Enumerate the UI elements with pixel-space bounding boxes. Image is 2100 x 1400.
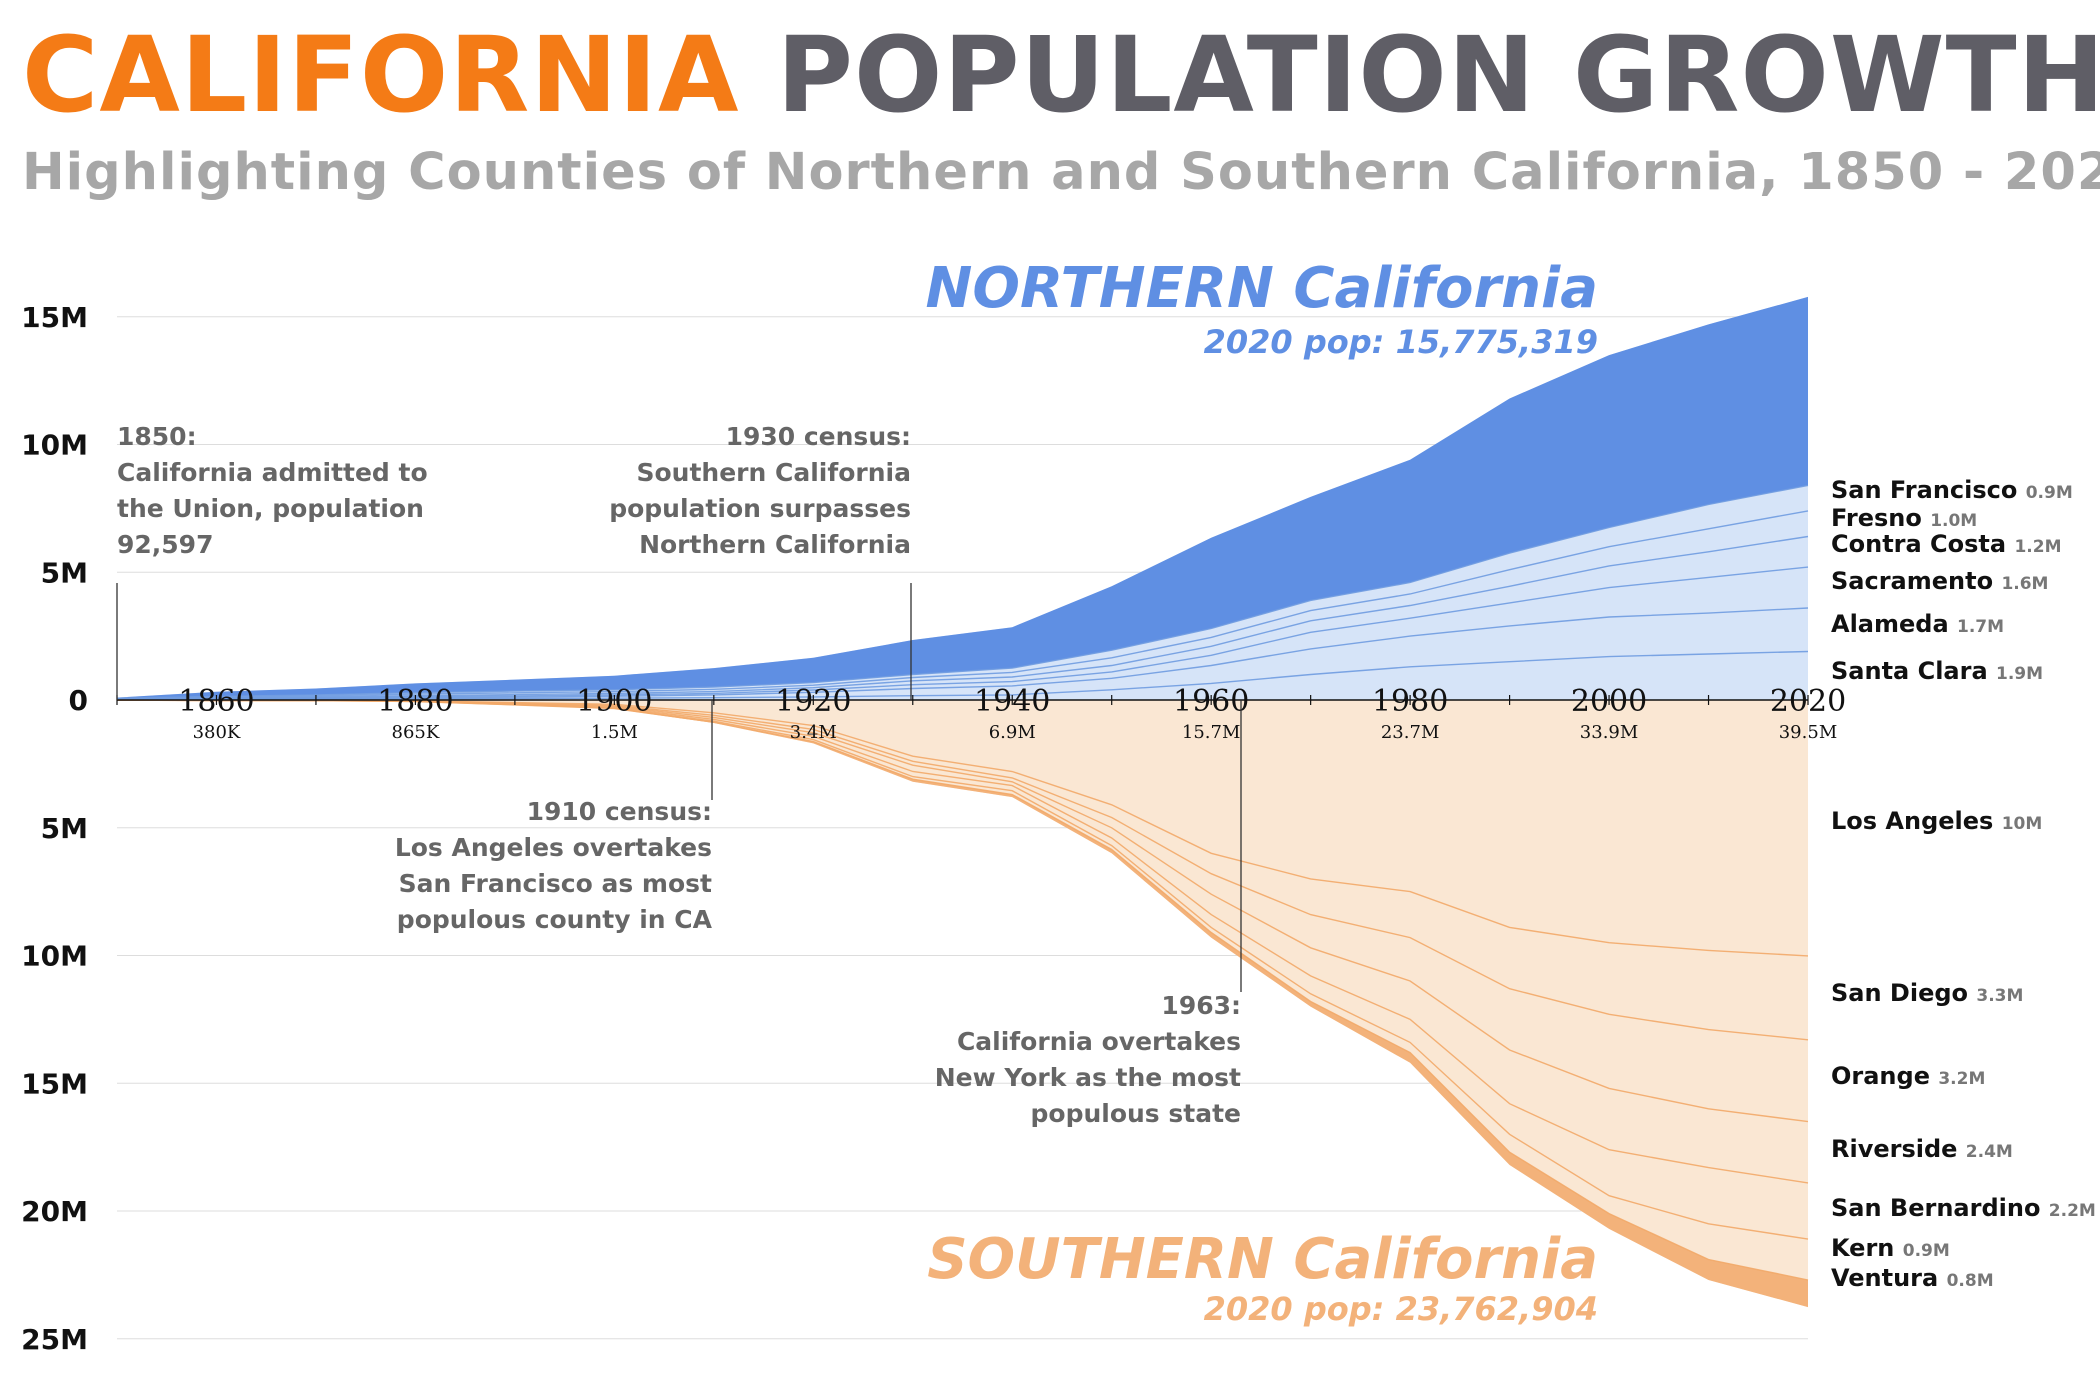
county-label: Alameda 1.7M xyxy=(1831,610,2004,638)
north-county-line xyxy=(116,510,1809,700)
north-outer-band xyxy=(117,296,1808,699)
county-value: 2.4M xyxy=(1966,1142,2013,1162)
county-value: 1.2M xyxy=(2014,537,2061,557)
county-label: Santa Clara 1.9M xyxy=(1831,657,2043,685)
y-tick-label: 5M xyxy=(41,556,88,589)
county-value: 10M xyxy=(2002,814,2043,834)
annotation-line: 1850: xyxy=(117,422,197,451)
county-label: Los Angeles 10M xyxy=(1831,807,2042,835)
annotation-line: the Union, population xyxy=(117,494,424,523)
y-tick-label: 20M xyxy=(21,1195,88,1228)
x-tick-label: 2020 xyxy=(1770,684,1846,719)
title-accent: CALIFORNIA xyxy=(22,14,740,136)
south-area-fill xyxy=(117,700,1808,1308)
county-label: Ventura 0.8M xyxy=(1831,1264,1994,1292)
x-total-label: 6.9M xyxy=(989,722,1036,743)
chart-title: CALIFORNIA POPULATION GROWTH xyxy=(22,14,2100,136)
annotation-line: populous county in CA xyxy=(397,905,713,934)
x-tick-label: 1880 xyxy=(377,684,453,719)
x-total-label: 380K xyxy=(193,722,241,743)
annotations: 1850: California admitted to the Union, po… xyxy=(116,422,1242,1128)
x-total-label: 15.7M xyxy=(1182,722,1241,743)
y-axis: 15M 10M 5M 0 5M 10M 15M 20M 25M xyxy=(21,301,88,1356)
south-region-title: SOUTHERN California xyxy=(927,1227,1598,1292)
annotation-line: population surpasses xyxy=(609,494,911,523)
x-tick-label: 1920 xyxy=(775,684,851,719)
north-region-title: NORTHERN California xyxy=(926,256,1598,321)
x-tick-label: 1860 xyxy=(178,684,254,719)
county-value: 1.9M xyxy=(1996,664,2043,684)
county-value: 0.8M xyxy=(1947,1271,1994,1291)
x-tick-label: 1940 xyxy=(974,684,1050,719)
x-total-label: 865K xyxy=(392,722,440,743)
title-main: POPULATION GROWTH xyxy=(776,14,2100,136)
north-county-line xyxy=(116,566,1809,700)
x-axis: 1860 380K 1880 865K 1900 1.5M 1920 3.4M 1940 6.9M… xyxy=(116,684,1846,743)
north-county-line xyxy=(117,650,1809,701)
north-county-line xyxy=(116,535,1809,700)
county-value: 0.9M xyxy=(1903,1241,1950,1261)
county-label: San Francisco 0.9M xyxy=(1831,476,2073,504)
north-county-line xyxy=(116,607,1809,700)
annotation-line: 1910 census: xyxy=(527,797,712,826)
x-total-label: 23.7M xyxy=(1381,722,1440,743)
annotation-line: 1930 census: xyxy=(726,422,911,451)
north-county-line xyxy=(116,484,1809,699)
county-value: 3.3M xyxy=(1976,986,2023,1006)
annotation-line: San Francisco as most xyxy=(399,869,712,898)
x-tick-label: 1980 xyxy=(1372,684,1448,719)
county-label: Contra Costa 1.2M xyxy=(1831,530,2062,558)
annotation-line: 1963: xyxy=(1161,991,1241,1020)
north-area-fill xyxy=(117,296,1808,700)
y-tick-label: 15M xyxy=(21,1067,88,1100)
annotation-line: Los Angeles overtakes xyxy=(395,833,712,862)
county-value: 1.6M xyxy=(2001,574,2048,594)
county-label: Kern 0.9M xyxy=(1831,1234,1950,1262)
y-tick-label: 0 xyxy=(69,684,88,717)
y-tick-label: 10M xyxy=(21,940,88,973)
north-region-pop: 2020 pop: 15,775,319 xyxy=(1204,323,1598,361)
annotation-line: New York as the most xyxy=(935,1063,1241,1092)
county-value: 0.9M xyxy=(2026,483,2073,503)
county-value: 3.2M xyxy=(1938,1069,1985,1089)
area-layers xyxy=(116,296,1809,1308)
y-tick-label: 5M xyxy=(41,812,88,845)
county-label: Sacramento 1.6M xyxy=(1831,567,2048,595)
county-label: San Bernardino 2.2M xyxy=(1831,1194,2096,1222)
annotation-line: populous state xyxy=(1031,1099,1242,1128)
county-label: Riverside 2.4M xyxy=(1831,1135,2013,1163)
x-tick-label: 1900 xyxy=(576,684,652,719)
south-region-pop: 2020 pop: 23,762,904 xyxy=(1204,1290,1598,1328)
annotation-line: California admitted to xyxy=(117,458,428,487)
x-total-label: 1.5M xyxy=(591,722,638,743)
x-tick-label: 2000 xyxy=(1571,684,1647,719)
annotation-line: Southern California xyxy=(637,458,912,487)
chart-subtitle: Highlighting Counties of Northern and So… xyxy=(22,143,2100,202)
y-tick-label: 10M xyxy=(21,429,88,462)
annotation-line: Northern California xyxy=(639,530,911,559)
x-total-label: 39.5M xyxy=(1779,722,1838,743)
x-tick-label: 1960 xyxy=(1173,684,1249,719)
x-total-label: 33.9M xyxy=(1580,722,1639,743)
y-tick-label: 25M xyxy=(21,1323,88,1356)
south-county-line xyxy=(116,699,1809,1281)
county-value: 2.2M xyxy=(2049,1201,2096,1221)
county-label: Fresno 1.0M xyxy=(1831,504,1977,532)
county-value: 1.0M xyxy=(1930,511,1977,531)
annotation-line: 92,597 xyxy=(117,530,213,559)
county-label: San Diego 3.3M xyxy=(1831,979,2023,1007)
y-tick-label: 15M xyxy=(21,301,88,334)
county-label: Orange 3.2M xyxy=(1831,1062,1985,1090)
annotation-line: California overtakes xyxy=(957,1027,1241,1056)
x-total-label: 3.4M xyxy=(790,722,837,743)
county-value: 1.7M xyxy=(1957,617,2004,637)
